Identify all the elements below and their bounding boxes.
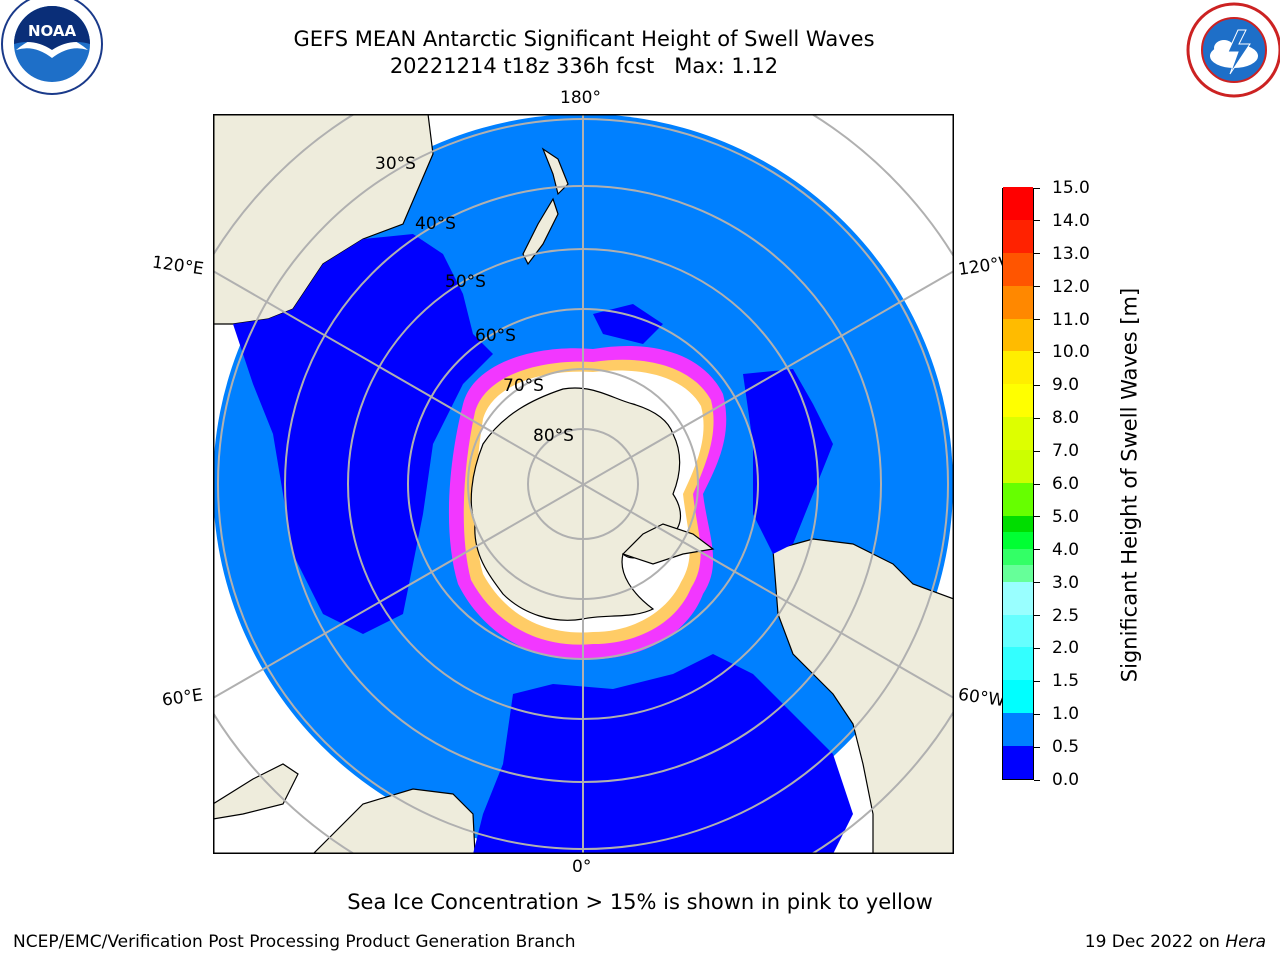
colorbar-segment: [1003, 219, 1033, 253]
new-zealand-north: [541, 147, 569, 196]
colorbar-segment: [1003, 548, 1033, 566]
colorbar-segment: [1003, 449, 1033, 483]
colorbar-segment: [1003, 383, 1033, 418]
colorbar-segment: [1003, 515, 1033, 533]
colorbar-tick: [1034, 351, 1040, 353]
colorbar-segment: [1003, 679, 1033, 714]
colorbar-tick: [1034, 680, 1040, 682]
colorbar-tick: [1034, 516, 1040, 518]
colorbar-segment: [1003, 252, 1033, 286]
noaa-logo-text: NOAA: [28, 22, 77, 40]
colorbar-segment: [1003, 581, 1033, 615]
colorbar-tick-label: 11.0: [1052, 309, 1090, 330]
noaa-logo-icon: NOAA: [1, 0, 103, 95]
colorbar-tick: [1034, 253, 1040, 255]
footer-date: 19 Dec 2022 on Hera: [1085, 932, 1266, 952]
colorbar-tick: [1034, 549, 1040, 551]
graticule: [213, 114, 954, 854]
colorbar-tick: [1034, 319, 1040, 321]
latitude-labels: 30°S 40°S 50°S 60°S 70°S 80°S: [375, 154, 574, 446]
footer-organization: NCEP/EMC/Verification Post Processing Pr…: [13, 932, 576, 952]
colorbar-segment: [1003, 712, 1033, 747]
colorbar-tick-label: 7.0: [1052, 441, 1080, 462]
colorbar-segment: [1003, 350, 1033, 385]
lon-label-60e: 60°E: [160, 685, 205, 711]
colorbar-segment: [1003, 285, 1033, 319]
lat-label-70s: 70°S: [503, 376, 544, 396]
colorbar-tick: [1034, 220, 1040, 222]
colorbar-tick: [1034, 713, 1040, 715]
colorbar-segment: [1003, 318, 1033, 352]
colorbar-tick-label: 10.0: [1052, 342, 1090, 363]
colorbar-tick-label: 8.0: [1052, 408, 1080, 429]
colorbar-tick: [1034, 746, 1040, 748]
footer-host: Hera: [1225, 932, 1266, 952]
lat-label-40s: 40°S: [415, 214, 456, 234]
colorbar-segment: [1003, 482, 1033, 516]
colorbar-tick-label: 1.0: [1052, 704, 1080, 725]
colorbar-tick: [1034, 187, 1040, 189]
map-border: [213, 114, 954, 854]
colorbar-tick: [1034, 615, 1040, 617]
nws-logo-icon: [1186, 2, 1280, 98]
lat-label-50s: 50°S: [445, 272, 486, 292]
colorbar-tick-label: 14.0: [1052, 210, 1090, 231]
antarctic-peninsula: [621, 523, 715, 565]
colorbar-tick-label: 9.0: [1052, 375, 1080, 396]
colorbar-tick: [1034, 779, 1040, 781]
chart-title: GEFS MEAN Antarctic Significant Height o…: [293, 27, 875, 51]
colorbar-tick-label: 6.0: [1052, 474, 1080, 494]
sea-ice-footnote: Sea Ice Concentration > 15% is shown in …: [347, 890, 933, 914]
colorbar-tick-label: 2.0: [1052, 638, 1080, 659]
colorbar-segment: [1003, 614, 1033, 648]
colorbar-segment: [1003, 564, 1033, 582]
colorbar-tick-label: 15.0: [1052, 178, 1090, 198]
new-zealand-south: [522, 197, 559, 266]
colorbar-tick-label: 13.0: [1052, 243, 1090, 264]
footer-date-text: 19 Dec 2022 on: [1084, 932, 1226, 952]
africa-land: [312, 788, 476, 854]
lon-label-120e: 120°E: [150, 252, 205, 280]
colorbar-tick-label: 4.0: [1052, 539, 1080, 560]
madagascar-land: [213, 763, 299, 820]
lat-label-60s: 60°S: [475, 326, 516, 346]
colorbar-segment: [1003, 186, 1033, 220]
colorbar-tick: [1034, 417, 1040, 419]
colorbar-tick: [1034, 384, 1040, 386]
colorbar-segment: [1003, 646, 1033, 681]
chart-subtitle: 20221214 t18z 336h fcst Max: 1.12: [389, 54, 779, 78]
colorbar-tick-label: 0.0: [1052, 770, 1080, 790]
lon-label-0: 0°: [572, 857, 592, 877]
colorbar-tick: [1034, 582, 1040, 584]
colorbar-tick: [1034, 286, 1040, 288]
colorbar-tick: [1034, 450, 1040, 452]
lat-label-80s: 80°S: [533, 426, 574, 446]
lon-label-60w: 60°W: [956, 684, 1007, 712]
colorbar: [1002, 186, 1034, 780]
colorbar-title: Significant Height of Swell Waves [m]: [1117, 287, 1142, 683]
colorbar-tick-label: 1.5: [1052, 671, 1080, 692]
lon-label-180: 180°: [560, 88, 601, 108]
polar-map: 30°S 40°S 50°S 60°S 70°S 80°S: [213, 114, 954, 854]
colorbar-tick-label: 5.0: [1052, 506, 1080, 527]
colorbar-tick-label: 12.0: [1052, 276, 1090, 297]
colorbar-tick: [1034, 647, 1040, 649]
colorbar-segment: [1003, 745, 1033, 779]
colorbar-tick-label: 3.0: [1052, 572, 1080, 593]
colorbar-segment: [1003, 416, 1033, 451]
colorbar-segment: [1003, 531, 1033, 549]
colorbar-tick: [1034, 483, 1040, 485]
colorbar-tick-label: 0.5: [1052, 737, 1080, 758]
lat-label-30s: 30°S: [375, 154, 416, 174]
colorbar-tick-label: 2.5: [1052, 605, 1080, 626]
meridian-60e-120w: [213, 270, 954, 699]
